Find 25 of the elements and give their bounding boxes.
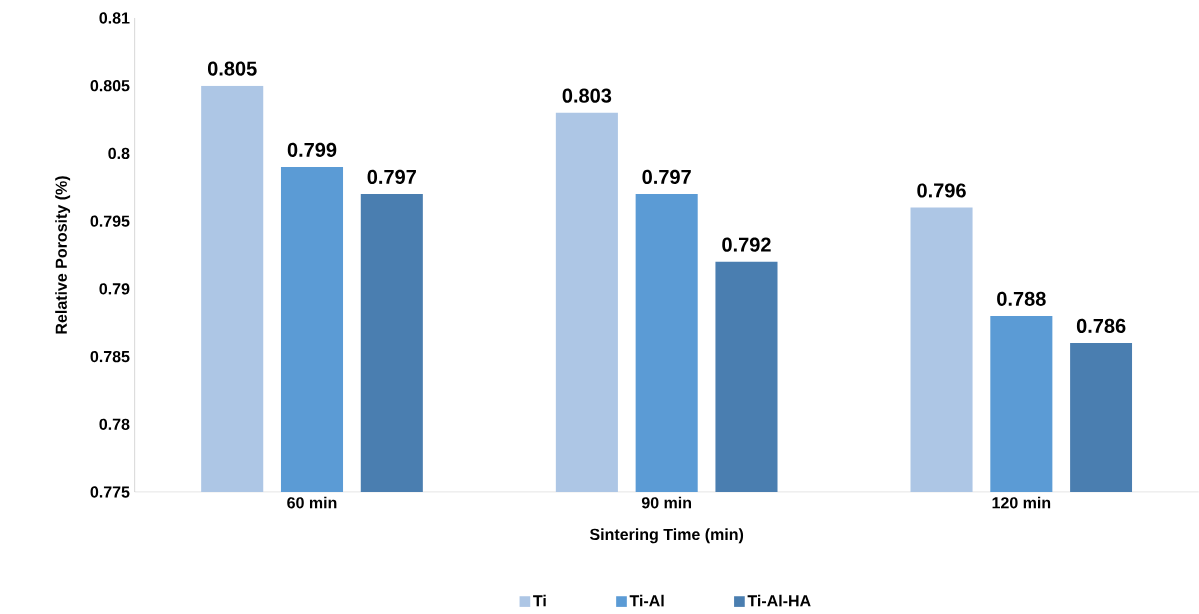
y-tick-label: 0.785 (90, 350, 130, 363)
data-label: 0.796 (917, 183, 966, 198)
y-axis-title: Relative Porosity (%) (55, 176, 71, 334)
data-label: 0.797 (367, 169, 416, 185)
data-label: 0.799 (287, 142, 337, 157)
x-tick-label: 120 min (992, 496, 1051, 509)
data-label: 0.786 (1076, 318, 1126, 333)
y-tick-label: 0.79 (99, 283, 130, 295)
x-tick-label: 60 min (287, 496, 337, 509)
data-label: 0.792 (722, 237, 771, 252)
y-tick-label: 0.805 (90, 80, 130, 92)
data-label: 0.788 (997, 291, 1046, 306)
y-tick-label: 0.78 (99, 418, 130, 430)
data-label: 0.797 (642, 169, 691, 185)
y-tick-label: 0.795 (90, 215, 130, 227)
data-label: 0.805 (207, 61, 257, 76)
legend-label: Ti-Al (629, 594, 664, 607)
y-tick-label: 0.81 (99, 12, 130, 24)
data-label: 0.803 (562, 88, 612, 103)
x-axis-title: Sintering Time (min) (589, 528, 744, 544)
x-tick-label: 90 min (641, 496, 692, 509)
y-tick-label: 0.775 (90, 486, 130, 498)
legend-label: Ti (533, 594, 546, 607)
y-tick-label: 0.8 (108, 147, 130, 160)
legend-label: Ti-Al-HA (747, 594, 811, 607)
